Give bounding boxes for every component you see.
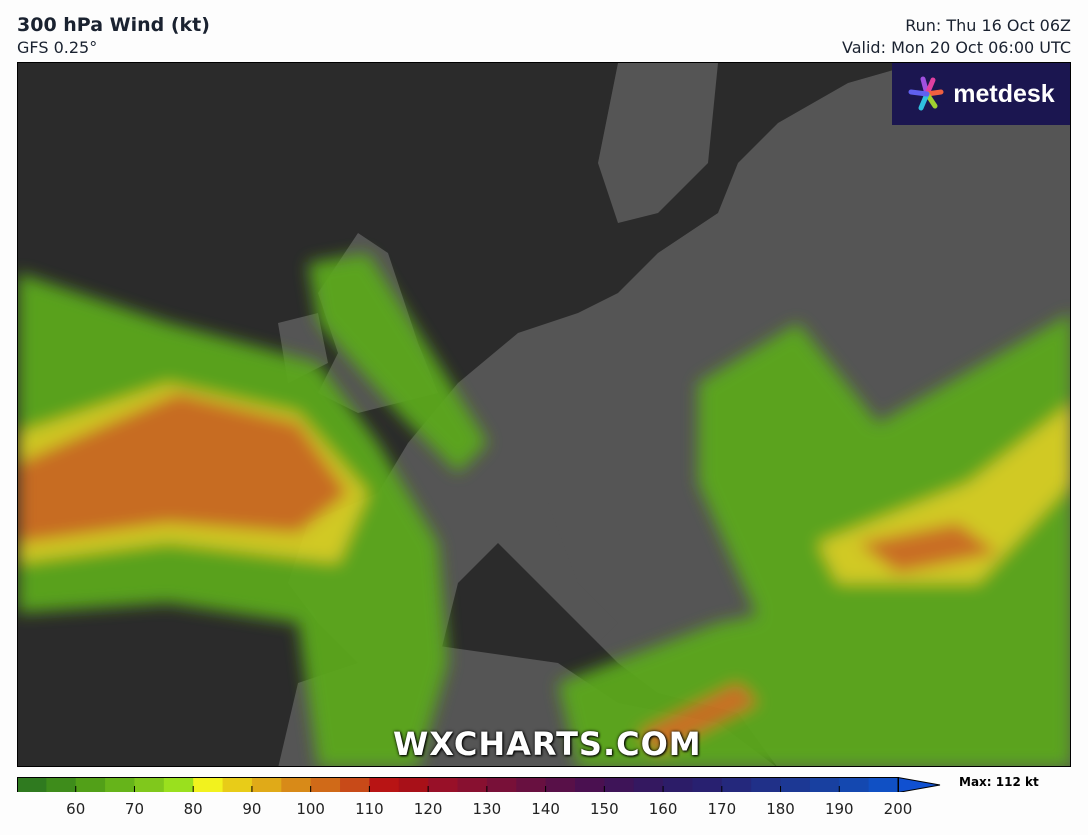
land-italy: [518, 483, 618, 643]
colorbar-tick-label: 60: [66, 800, 86, 818]
colorbar-segment: [868, 777, 899, 792]
colorbar-segment: [222, 777, 253, 792]
colorbar-segment: [340, 777, 370, 792]
colorbar-segment: [310, 777, 341, 792]
colorbar-segment: [545, 777, 576, 792]
colorbar-segment: [75, 777, 106, 792]
valid-time: Valid: Mon 20 Oct 06:00 UTC: [842, 38, 1071, 57]
max-wind-label: Max: 112 kt: [959, 775, 1039, 789]
colorbar-tick-label: 180: [766, 800, 795, 818]
colorbar-segment: [163, 777, 194, 792]
colorbar: [17, 777, 941, 792]
colorbar-segment: [809, 777, 840, 792]
colorbar-tick-label: 120: [413, 800, 443, 818]
colorbar-segment: [134, 777, 165, 792]
colorbar-segment: [633, 777, 664, 792]
colorbar-tick-label: 140: [531, 800, 560, 818]
jet-west-orange: [18, 393, 348, 543]
colorbar-segment: [486, 777, 517, 792]
land-scandinavia: [598, 63, 718, 223]
colorbar-tick-label: 130: [472, 800, 502, 818]
colorbar-segment: [839, 777, 870, 792]
colorbar-segment: [398, 777, 429, 792]
colorbar-arrow: [897, 777, 941, 792]
colorbar-segment: [251, 777, 282, 792]
model-label: GFS 0.25°: [17, 38, 98, 57]
colorbar-tick-label: 160: [648, 800, 678, 818]
colorbar-segment: [574, 777, 605, 792]
watermark: WXCHARTS.COM: [393, 725, 702, 763]
jet-east-orange: [858, 523, 998, 573]
jet-med-orange: [638, 683, 758, 753]
colorbar-tick-label: 170: [707, 800, 737, 818]
colorbar-tick-label: 190: [824, 800, 854, 818]
colorbar-segment: [46, 777, 77, 792]
colorbar-segment: [369, 777, 400, 792]
colorbar-segment: [780, 777, 811, 792]
metdesk-flower-icon: [908, 76, 944, 111]
colorbar-ticks: 60 70 80 90 100 110 120 130 140 150 160 170 180 190 20…: [0, 800, 1088, 820]
wind-map: metdesk WXCHARTS.COM: [17, 62, 1071, 767]
colorbar-tick-label: 70: [124, 800, 144, 818]
colorbar-tick-label: 200: [883, 800, 913, 818]
colorbar-segment: [721, 777, 752, 792]
colorbar-segment: [428, 777, 458, 792]
colorbar-tick-label: 100: [296, 800, 325, 818]
logo-text: metdesk: [953, 79, 1055, 108]
colorbar-segment: [663, 777, 693, 792]
colorbar-segment: [281, 777, 312, 792]
colorbar-tick-label: 80: [183, 800, 203, 818]
run-time: Run: Thu 16 Oct 06Z: [905, 16, 1071, 35]
colorbar-segment: [457, 777, 488, 792]
colorbar-segment: [17, 777, 47, 792]
map-svg: [18, 63, 1070, 766]
colorbar-segment: [516, 777, 547, 792]
colorbar-segment: [193, 777, 224, 792]
colorbar-tick-label: 150: [590, 800, 619, 818]
metdesk-logo: metdesk: [892, 63, 1070, 125]
colorbar-segment: [604, 777, 635, 792]
colorbar-segment: [692, 777, 723, 792]
colorbar-segment: [751, 777, 782, 792]
colorbar-tick-label: 110: [355, 800, 384, 818]
colorbar-segment: [105, 777, 135, 792]
jet-uk: [308, 253, 488, 473]
colorbar-tick-label: 90: [242, 800, 262, 818]
jet-stream: [18, 253, 1070, 766]
chart-title: 300 hPa Wind (kt): [17, 14, 210, 36]
jet-east-yellow: [818, 404, 1070, 583]
